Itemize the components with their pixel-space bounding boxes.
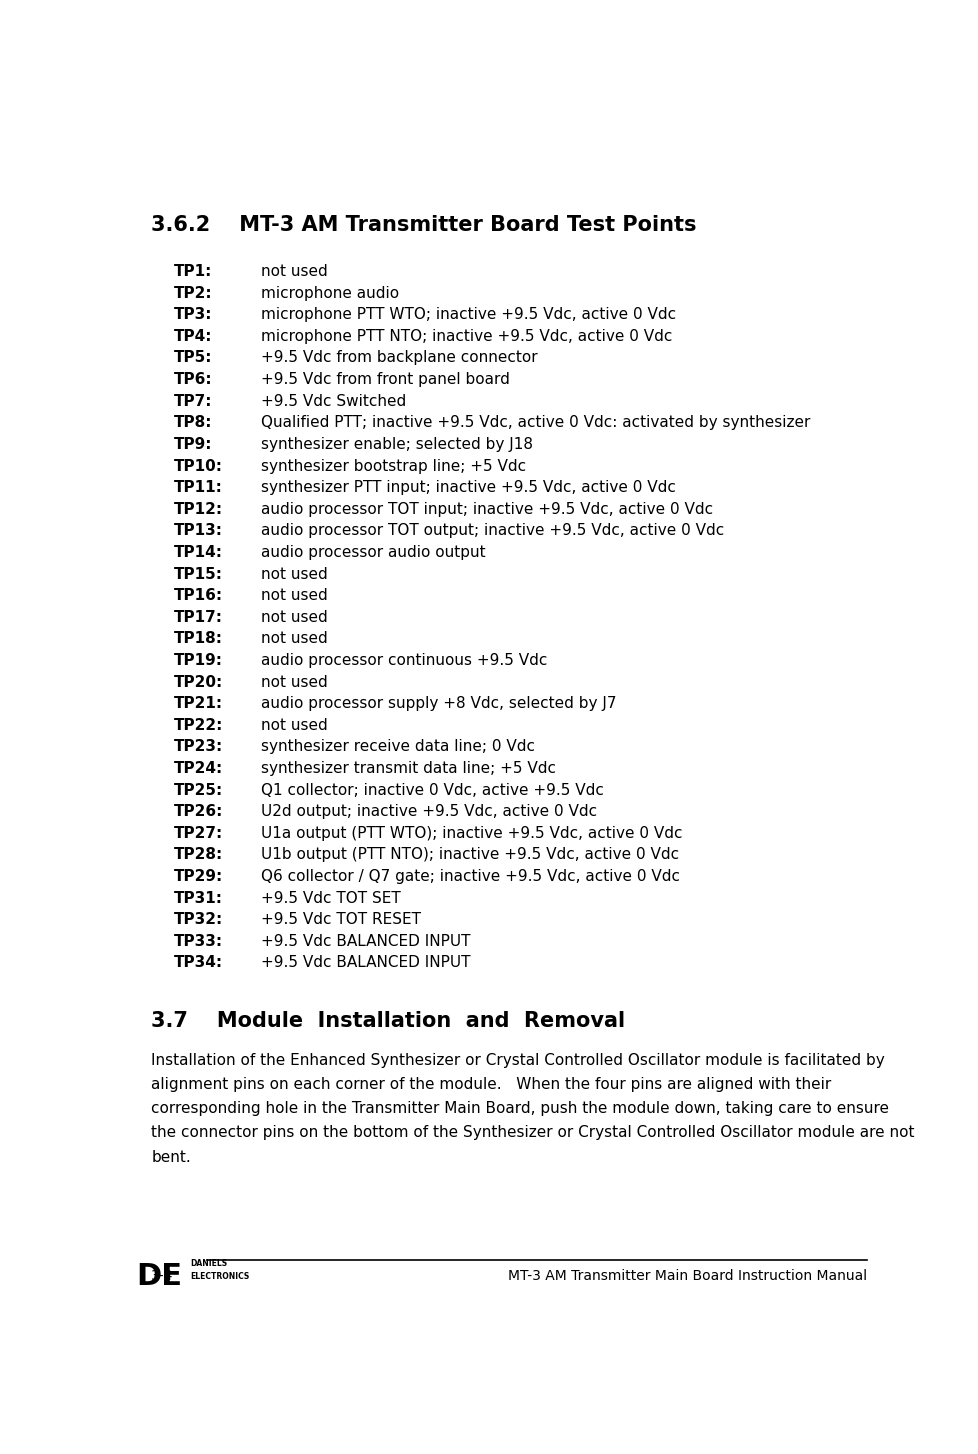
Text: TP14:: TP14: [174, 545, 223, 560]
Text: synthesizer bootstrap line; +5 Vdc: synthesizer bootstrap line; +5 Vdc [261, 458, 526, 474]
Text: TP20:: TP20: [174, 675, 223, 689]
Text: U1a output (PTT WTO); inactive +9.5 Vdc, active 0 Vdc: U1a output (PTT WTO); inactive +9.5 Vdc,… [261, 826, 682, 840]
Text: Qualified PTT; inactive +9.5 Vdc, active 0 Vdc: activated by synthesizer: Qualified PTT; inactive +9.5 Vdc, active… [261, 416, 810, 430]
Text: TP8:: TP8: [174, 416, 212, 430]
Text: TP6:: TP6: [174, 372, 212, 387]
Text: TP22:: TP22: [174, 718, 223, 733]
Text: TP31:: TP31: [174, 891, 223, 906]
Text: 3-4: 3-4 [151, 1269, 173, 1282]
Text: TP32:: TP32: [174, 912, 223, 928]
Text: +9.5 Vdc TOT RESET: +9.5 Vdc TOT RESET [261, 912, 421, 928]
Text: not used: not used [261, 718, 328, 733]
Text: DE: DE [136, 1262, 182, 1291]
Text: audio processor continuous +9.5 Vdc: audio processor continuous +9.5 Vdc [261, 653, 547, 667]
Text: not used: not used [261, 609, 328, 625]
Text: corresponding hole in the Transmitter Main Board, push the module down, taking c: corresponding hole in the Transmitter Ma… [151, 1101, 888, 1117]
Text: TP23:: TP23: [174, 740, 223, 755]
Text: +9.5 Vdc BALANCED INPUT: +9.5 Vdc BALANCED INPUT [261, 933, 470, 949]
Text: TP29:: TP29: [174, 869, 223, 884]
Text: TP18:: TP18: [174, 631, 223, 647]
Text: microphone PTT WTO; inactive +9.5 Vdc, active 0 Vdc: microphone PTT WTO; inactive +9.5 Vdc, a… [261, 307, 676, 323]
Text: TP7:: TP7: [174, 394, 212, 409]
Text: TP15:: TP15: [174, 567, 223, 582]
Text: TP2:: TP2: [174, 285, 212, 301]
Text: TP4:: TP4: [174, 329, 212, 343]
Text: Installation of the Enhanced Synthesizer or Crystal Controlled Oscillator module: Installation of the Enhanced Synthesizer… [151, 1053, 884, 1069]
Text: TP5:: TP5: [174, 350, 212, 365]
Text: audio processor TOT output; inactive +9.5 Vdc, active 0 Vdc: audio processor TOT output; inactive +9.… [261, 523, 724, 538]
Text: audio processor audio output: audio processor audio output [261, 545, 485, 560]
Text: not used: not used [261, 567, 328, 582]
Text: 3.6.2    MT-3 AM Transmitter Board Test Points: 3.6.2 MT-3 AM Transmitter Board Test Poi… [151, 215, 696, 234]
Text: U2d output; inactive +9.5 Vdc, active 0 Vdc: U2d output; inactive +9.5 Vdc, active 0 … [261, 804, 597, 819]
Text: TP1:: TP1: [174, 265, 212, 279]
Text: TP26:: TP26: [174, 804, 223, 819]
Text: TP11:: TP11: [174, 480, 223, 496]
Text: TP17:: TP17: [174, 609, 223, 625]
Text: TP24:: TP24: [174, 760, 223, 776]
Text: TP10:: TP10: [174, 458, 223, 474]
Text: U1b output (PTT NTO); inactive +9.5 Vdc, active 0 Vdc: U1b output (PTT NTO); inactive +9.5 Vdc,… [261, 848, 679, 862]
Text: not used: not used [261, 589, 328, 603]
Text: TP34:: TP34: [174, 955, 223, 970]
Text: TP9:: TP9: [174, 436, 212, 452]
Text: microphone PTT NTO; inactive +9.5 Vdc, active 0 Vdc: microphone PTT NTO; inactive +9.5 Vdc, a… [261, 329, 672, 343]
Text: not used: not used [261, 631, 328, 647]
Text: synthesizer transmit data line; +5 Vdc: synthesizer transmit data line; +5 Vdc [261, 760, 556, 776]
Text: MT-3 AM Transmitter Main Board Instruction Manual: MT-3 AM Transmitter Main Board Instructi… [508, 1269, 867, 1282]
Text: TP3:: TP3: [174, 307, 212, 323]
Text: TP12:: TP12: [174, 502, 223, 516]
Text: not used: not used [261, 265, 328, 279]
Text: synthesizer receive data line; 0 Vdc: synthesizer receive data line; 0 Vdc [261, 740, 535, 755]
Text: 3.7    Module  Installation  and  Removal: 3.7 Module Installation and Removal [151, 1011, 625, 1031]
Text: +9.5 Vdc from backplane connector: +9.5 Vdc from backplane connector [261, 350, 537, 365]
Text: microphone audio: microphone audio [261, 285, 399, 301]
Text: Q6 collector / Q7 gate; inactive +9.5 Vdc, active 0 Vdc: Q6 collector / Q7 gate; inactive +9.5 Vd… [261, 869, 680, 884]
Text: Q1 collector; inactive 0 Vdc, active +9.5 Vdc: Q1 collector; inactive 0 Vdc, active +9.… [261, 782, 603, 798]
Text: ELECTRONICS: ELECTRONICS [191, 1272, 249, 1281]
Text: the connector pins on the bottom of the Synthesizer or Crystal Controlled Oscill: the connector pins on the bottom of the … [151, 1125, 913, 1140]
Text: alignment pins on each corner of the module.   When the four pins are aligned wi: alignment pins on each corner of the mod… [151, 1077, 830, 1092]
Text: TP21:: TP21: [174, 696, 223, 711]
Text: DANIELS: DANIELS [191, 1259, 228, 1268]
Text: TP28:: TP28: [174, 848, 223, 862]
Text: synthesizer PTT input; inactive +9.5 Vdc, active 0 Vdc: synthesizer PTT input; inactive +9.5 Vdc… [261, 480, 676, 496]
Text: TP16:: TP16: [174, 589, 223, 603]
Text: TP19:: TP19: [174, 653, 223, 667]
Text: TP25:: TP25: [174, 782, 223, 798]
Text: TP13:: TP13: [174, 523, 223, 538]
Text: +9.5 Vdc BALANCED INPUT: +9.5 Vdc BALANCED INPUT [261, 955, 470, 970]
Text: not used: not used [261, 675, 328, 689]
Text: audio processor supply +8 Vdc, selected by J7: audio processor supply +8 Vdc, selected … [261, 696, 616, 711]
Text: audio processor TOT input; inactive +9.5 Vdc, active 0 Vdc: audio processor TOT input; inactive +9.5… [261, 502, 713, 516]
Text: +9.5 Vdc Switched: +9.5 Vdc Switched [261, 394, 406, 409]
Text: TP27:: TP27: [174, 826, 223, 840]
Text: +9.5 Vdc TOT SET: +9.5 Vdc TOT SET [261, 891, 401, 906]
Text: synthesizer enable; selected by J18: synthesizer enable; selected by J18 [261, 436, 533, 452]
Text: +9.5 Vdc from front panel board: +9.5 Vdc from front panel board [261, 372, 510, 387]
Text: TP33:: TP33: [174, 933, 223, 949]
Text: bent.: bent. [151, 1150, 191, 1165]
